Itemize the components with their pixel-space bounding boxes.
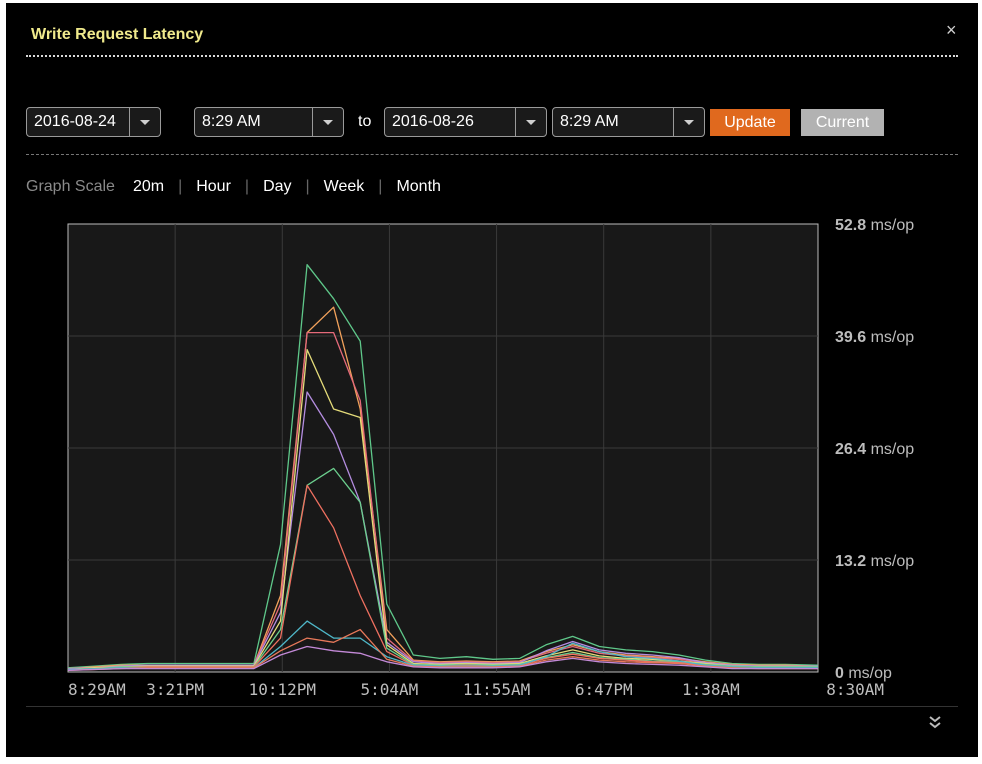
scale-separator: | (244, 178, 250, 195)
x-tick-label: 8:29AM (68, 680, 126, 699)
chevron-down-icon[interactable] (673, 108, 704, 136)
y-tick-label: 52.8 ms/op (835, 217, 914, 234)
current-button[interactable]: Current (801, 109, 884, 136)
y-tick-label: 0 ms/op (835, 665, 892, 682)
scale-separator: | (378, 178, 383, 195)
title-divider (26, 55, 958, 57)
to-time-value[interactable]: 8:29 AM (560, 113, 619, 130)
update-button[interactable]: Update (710, 109, 790, 136)
expand-chevron-icon[interactable] (926, 714, 944, 730)
x-tick-label: 11:55AM (463, 680, 530, 699)
from-time-value[interactable]: 8:29 AM (202, 113, 261, 130)
chevron-down-icon[interactable] (129, 108, 160, 136)
x-tick-label: 10:12PM (249, 680, 316, 699)
latency-chart: 0 ms/op 13.2 ms/op 26.4 ms/op 39.6 ms/op 52.… (67, 217, 914, 699)
scale-option-hour[interactable]: Hour (196, 178, 231, 195)
from-date-field[interactable]: 2016-08-24 (26, 107, 161, 137)
series-line-1 (67, 264, 819, 669)
footer-divider (26, 706, 958, 707)
from-date-value[interactable]: 2016-08-24 (34, 113, 116, 130)
x-tick-label: 6:47PM (575, 680, 633, 699)
toolbar-divider (26, 154, 958, 155)
scale-separator: | (178, 178, 183, 195)
to-label: to (358, 113, 372, 130)
graph-scale-label: Graph Scale (26, 178, 115, 195)
series-line-9 (67, 628, 818, 671)
to-date-value[interactable]: 2016-08-26 (392, 113, 474, 130)
series-line-10 (67, 645, 818, 671)
latency-dialog: Write Request Latency × 2016-08-24 8:29 … (6, 3, 978, 757)
y-tick-label: 39.6 ms/op (835, 329, 914, 346)
scale-separator: | (305, 178, 310, 195)
y-tick-label: 13.2 ms/op (835, 553, 914, 570)
graph-scale-bar: Graph Scale 20m | Hour | Day | Week | Mo… (26, 178, 441, 196)
close-icon[interactable]: × (946, 20, 957, 40)
to-date-field[interactable]: 2016-08-26 (384, 107, 547, 137)
x-tick-label: 5:04AM (361, 680, 419, 699)
scale-option-month[interactable]: Month (396, 178, 441, 195)
scale-option-week[interactable]: Week (323, 178, 365, 195)
from-time-field[interactable]: 8:29 AM (194, 107, 344, 137)
chevron-down-icon[interactable] (515, 108, 546, 136)
x-tick-label: 8:30AM (826, 680, 884, 699)
x-tick-label: 1:38AM (682, 680, 740, 699)
y-tick-label: 26.4 ms/op (835, 441, 914, 458)
dialog-title: Write Request Latency (31, 26, 204, 43)
scale-option-day[interactable]: Day (263, 178, 292, 195)
series-line-4 (67, 391, 818, 670)
chevron-down-icon[interactable] (312, 108, 343, 136)
x-tick-label: 3:21PM (146, 680, 204, 699)
to-time-field[interactable]: 8:29 AM (552, 107, 705, 137)
scale-option-20m[interactable]: 20m (132, 178, 165, 195)
